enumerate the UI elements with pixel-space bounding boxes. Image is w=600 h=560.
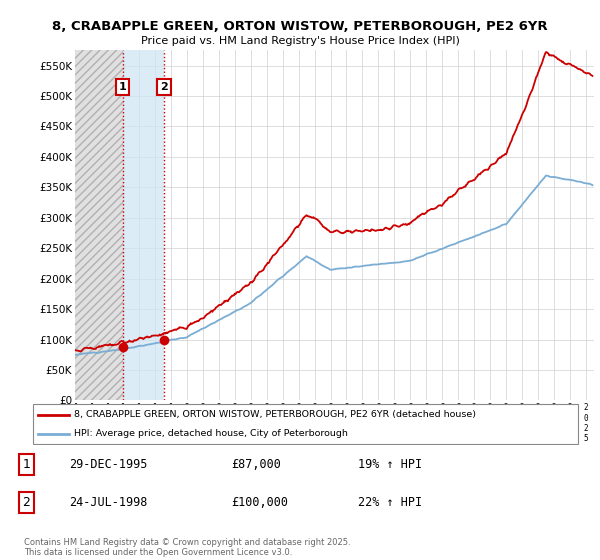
FancyBboxPatch shape bbox=[33, 404, 578, 445]
Text: Contains HM Land Registry data © Crown copyright and database right 2025.
This d: Contains HM Land Registry data © Crown c… bbox=[24, 538, 350, 557]
Text: £100,000: £100,000 bbox=[231, 496, 288, 509]
Text: 8, CRABAPPLE GREEN, ORTON WISTOW, PETERBOROUGH, PE2 6YR (detached house): 8, CRABAPPLE GREEN, ORTON WISTOW, PETERB… bbox=[74, 410, 476, 419]
Text: 19% ↑ HPI: 19% ↑ HPI bbox=[358, 458, 422, 471]
Text: 1: 1 bbox=[22, 458, 31, 471]
Text: 2: 2 bbox=[160, 82, 168, 92]
Text: 22% ↑ HPI: 22% ↑ HPI bbox=[358, 496, 422, 509]
Text: 2: 2 bbox=[22, 496, 31, 509]
Text: Price paid vs. HM Land Registry's House Price Index (HPI): Price paid vs. HM Land Registry's House … bbox=[140, 36, 460, 46]
Text: HPI: Average price, detached house, City of Peterborough: HPI: Average price, detached house, City… bbox=[74, 430, 348, 438]
Bar bbox=[123, 50, 164, 400]
Text: 8, CRABAPPLE GREEN, ORTON WISTOW, PETERBOROUGH, PE2 6YR: 8, CRABAPPLE GREEN, ORTON WISTOW, PETERB… bbox=[52, 20, 548, 32]
Text: 24-JUL-1998: 24-JUL-1998 bbox=[70, 496, 148, 509]
Text: 29-DEC-1995: 29-DEC-1995 bbox=[70, 458, 148, 471]
Bar bbox=[75, 50, 123, 400]
Text: £87,000: £87,000 bbox=[231, 458, 281, 471]
Text: 1: 1 bbox=[119, 82, 127, 92]
